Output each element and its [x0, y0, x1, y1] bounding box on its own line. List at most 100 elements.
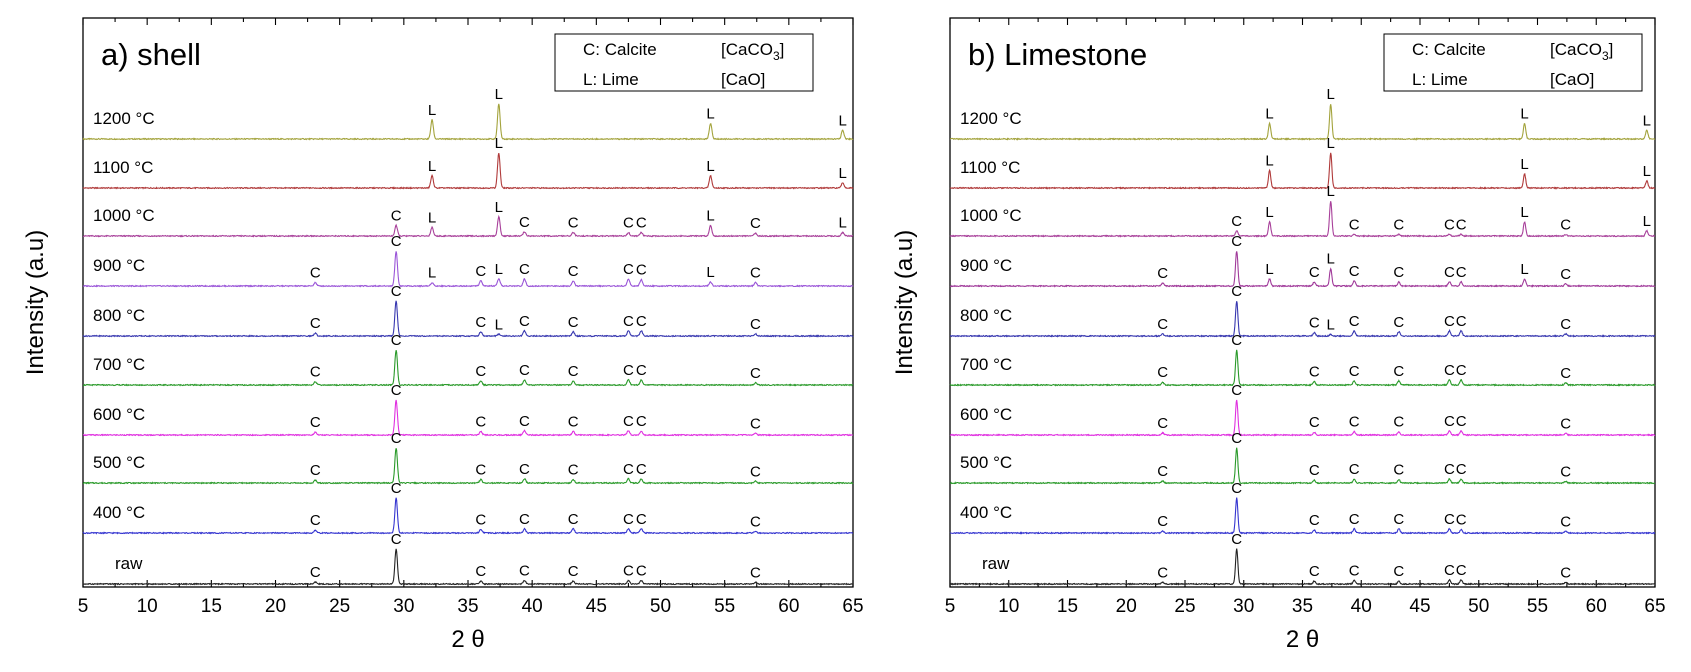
peak-label-c: C	[750, 463, 761, 480]
series-raw: raw CCC C C C C C	[82, 531, 854, 586]
peak-label-c: C	[623, 362, 634, 379]
peak-label-c: C	[1157, 564, 1168, 581]
peak-label-c: C	[310, 265, 321, 282]
xrd-trace	[82, 214, 854, 238]
xrd-trace	[949, 201, 1656, 238]
peak-label-c: C	[750, 265, 761, 282]
peak-label-c: C	[1456, 562, 1467, 579]
legend-entry-label: C: Calcite	[1412, 40, 1486, 59]
peak-label-c: C	[1444, 511, 1455, 528]
peak-label-c: C	[1231, 233, 1242, 250]
x-tick-label: 45	[1409, 596, 1430, 617]
x-tick-label: 50	[1468, 596, 1489, 617]
peak-label-c: C	[1231, 382, 1242, 399]
peak-label-c: C	[568, 563, 579, 580]
peak-label-l: L	[1265, 261, 1273, 278]
series-600-c: 600 °C CCC C C C C C	[949, 382, 1656, 437]
sample-label: 800 °C	[93, 306, 145, 325]
peak-label-c: C	[1157, 316, 1168, 333]
peak-label-c: C	[636, 563, 647, 580]
peak-label-l: L	[706, 158, 714, 175]
xrd-trace	[82, 350, 854, 387]
peak-label-c: C	[1349, 363, 1360, 380]
peak-label-c: C	[1231, 213, 1242, 230]
peak-label-c: C	[1157, 265, 1168, 282]
peak-label-c: C	[1309, 462, 1320, 479]
peak-label-c: C	[310, 462, 321, 479]
series-500-c: 500 °C CCC C C C C C	[949, 430, 1656, 485]
peak-label-c: C	[310, 564, 321, 581]
sample-label: 800 °C	[960, 306, 1012, 325]
peak-label-c: C	[623, 563, 634, 580]
x-tick-label: 65	[842, 596, 863, 617]
x-tick-label: 35	[1292, 596, 1313, 617]
peak-label-c: C	[750, 513, 761, 530]
peak-label-l: L	[1327, 183, 1335, 200]
peak-label-c: C	[1444, 216, 1455, 233]
peak-label-c: C	[1309, 563, 1320, 580]
peak-label-c: C	[475, 263, 486, 280]
peak-label-c: C	[391, 283, 402, 300]
series-700-c: 700 °C CCC C C C C C	[82, 332, 854, 387]
series-700-c: 700 °C CCC C C C C C	[949, 332, 1656, 387]
peak-label-c: C	[568, 462, 579, 479]
peak-label-c: C	[391, 332, 402, 349]
peak-label-c: C	[1231, 283, 1242, 300]
series-800-c: 800 °C CCC L C C C C C	[949, 283, 1656, 338]
legend-entry-formula: [CaO]	[721, 70, 765, 89]
peak-label-l: L	[1520, 204, 1528, 221]
sample-label: 1200 °C	[960, 109, 1022, 128]
peak-label-l: L	[706, 208, 714, 225]
peak-label-l: L	[428, 265, 436, 282]
peak-label-l: L	[1327, 135, 1335, 152]
peak-label-c: C	[568, 414, 579, 431]
peak-label-c: C	[1349, 511, 1360, 528]
peak-label-c: C	[391, 233, 402, 250]
sample-label: 600 °C	[960, 405, 1012, 424]
peak-label-c: C	[750, 415, 761, 432]
peak-label-l: L	[1265, 153, 1273, 170]
peak-label-c: C	[1444, 362, 1455, 379]
x-tick-label: 25	[329, 596, 350, 617]
peak-label-l: L	[1643, 213, 1651, 230]
panel-title: a) shell	[101, 37, 201, 72]
peak-label-l: L	[1520, 156, 1528, 173]
peak-label-c: C	[310, 364, 321, 381]
peak-label-c: C	[475, 563, 486, 580]
sample-label: 1100 °C	[93, 158, 153, 177]
peak-label-c: C	[623, 511, 634, 528]
peak-label-c: C	[1309, 315, 1320, 332]
peak-label-l: L	[1520, 261, 1528, 278]
x-tick-label: 15	[1057, 596, 1078, 617]
peak-label-c: C	[1349, 216, 1360, 233]
peak-label-c: C	[1456, 512, 1467, 529]
xrd-trace	[82, 497, 854, 535]
peak-label-c: C	[568, 363, 579, 380]
peak-label-c: C	[1393, 363, 1404, 380]
peak-label-c: C	[391, 382, 402, 399]
peak-label-c: C	[1456, 362, 1467, 379]
xrd-trace	[949, 548, 1656, 586]
peak-label-c: C	[391, 208, 402, 225]
sample-label: 1100 °C	[960, 158, 1020, 177]
y-axis-label: Intensity (a.u)	[22, 230, 49, 375]
peak-label-c: C	[636, 262, 647, 279]
peak-label-c: C	[636, 511, 647, 528]
sample-label: 500 °C	[960, 453, 1012, 472]
x-tick-label: 55	[1527, 596, 1548, 617]
xrd-trace	[949, 349, 1656, 387]
peak-label-c: C	[568, 511, 579, 528]
x-tick-label: 50	[650, 596, 671, 617]
peak-label-c: C	[1349, 313, 1360, 330]
xrd-trace	[949, 447, 1656, 485]
peak-label-c: C	[750, 564, 761, 581]
peak-label-c: C	[310, 315, 321, 332]
peak-label-c: C	[1309, 264, 1320, 281]
peak-label-c: C	[623, 261, 634, 278]
peak-label-l: L	[839, 112, 847, 129]
peak-label-c: C	[568, 314, 579, 331]
peak-label-c: C	[1560, 513, 1571, 530]
x-tick-label: 55	[714, 596, 735, 617]
peak-label-c: C	[623, 413, 634, 430]
